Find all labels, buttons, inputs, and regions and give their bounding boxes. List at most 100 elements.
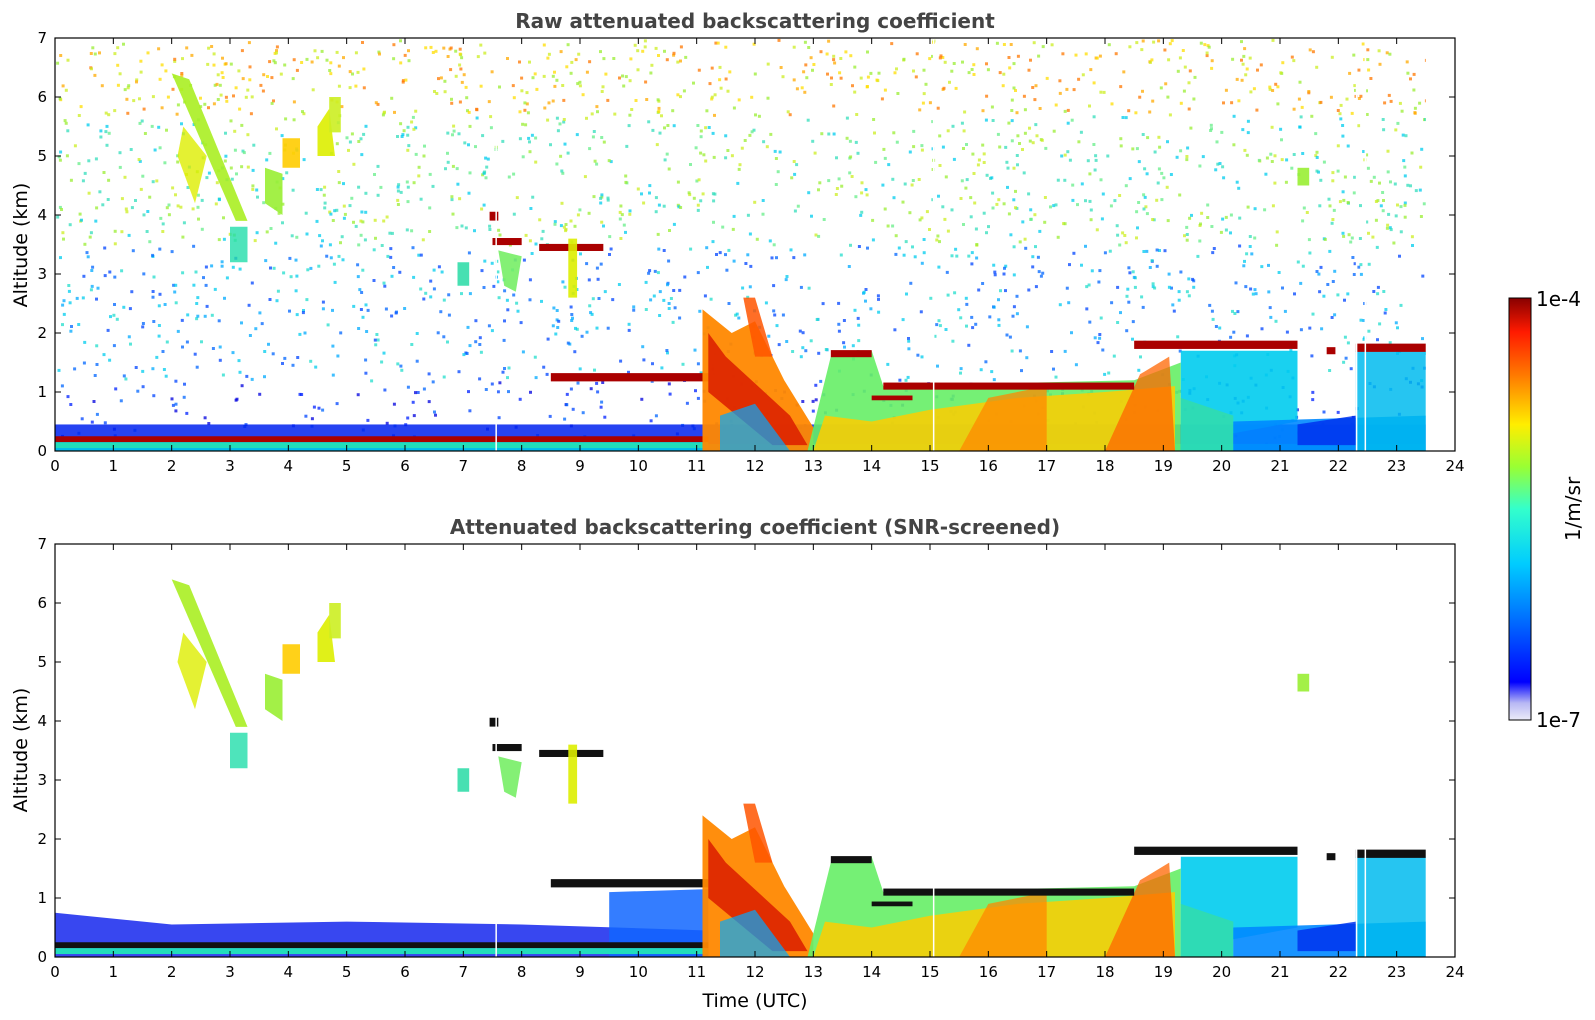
noise-pixel	[522, 258, 526, 262]
noise-pixel	[1403, 174, 1407, 178]
noise-pixel	[1328, 204, 1332, 208]
noise-pixel	[972, 63, 976, 67]
x-tick-label: 12	[745, 963, 764, 981]
noise-pixel	[1018, 142, 1021, 145]
noise-pixel	[60, 384, 64, 388]
x-tick-label: 8	[517, 457, 527, 475]
noise-pixel	[807, 286, 811, 290]
noise-pixel	[565, 65, 569, 69]
noise-pixel	[165, 128, 168, 132]
noise-pixel	[1248, 245, 1252, 248]
noise-pixel	[465, 352, 469, 355]
noise-pixel	[991, 119, 995, 122]
y-tick-label: 0	[37, 442, 47, 460]
noise-pixel	[667, 259, 671, 263]
panel-screened-x-ticks: 0 1 2 3 4 5 6 7 8 9 10 11 12 13 14 15 16 17 18 19 20 21 22 23 24	[50, 544, 1465, 981]
noise-pixel	[1421, 274, 1425, 278]
noise-pixel	[218, 83, 222, 87]
noise-pixel	[1319, 265, 1323, 269]
noise-pixel	[1402, 159, 1406, 163]
noise-pixel	[912, 129, 916, 133]
noise-pixel	[90, 284, 94, 288]
noise-pixel	[1365, 153, 1369, 157]
noise-pixel	[562, 118, 566, 121]
noise-pixel	[506, 308, 510, 312]
noise-pixel	[728, 70, 732, 74]
noise-pixel	[1031, 141, 1035, 145]
noise-pixel	[824, 348, 828, 351]
noise-pixel	[649, 419, 653, 423]
noise-pixel	[230, 177, 234, 181]
x-tick-label: 4	[284, 457, 294, 475]
noise-pixel	[130, 206, 134, 210]
noise-pixel	[446, 131, 450, 135]
noise-pixel	[302, 158, 306, 162]
noise-pixel	[459, 67, 463, 71]
noise-pixel	[792, 45, 796, 49]
noise-pixel	[1232, 114, 1236, 118]
noise-pixel	[67, 289, 71, 293]
noise-pixel	[66, 129, 70, 133]
noise-pixel	[1158, 145, 1162, 149]
noise-pixel	[648, 191, 651, 195]
noise-pixel	[310, 60, 314, 64]
noise-pixel	[937, 265, 941, 269]
noise-pixel	[145, 230, 149, 233]
noise-pixel	[1098, 333, 1102, 336]
noise-pixel	[777, 38, 781, 42]
noise-pixel	[359, 219, 363, 223]
noise-pixel	[1372, 175, 1376, 179]
noise-pixel	[356, 275, 360, 279]
noise-pixel	[1209, 129, 1213, 132]
noise-pixel	[1068, 263, 1071, 267]
noise-pixel	[679, 95, 682, 99]
noise-pixel	[911, 179, 915, 182]
noise-pixel	[809, 339, 813, 343]
noise-pixel	[174, 402, 178, 406]
noise-pixel	[120, 197, 124, 201]
noise-pixel	[460, 56, 464, 60]
noise-pixel	[207, 46, 211, 50]
noise-pixel	[112, 344, 116, 348]
noise-pixel	[682, 89, 686, 93]
noise-pixel	[1100, 217, 1104, 221]
noise-pixel	[157, 125, 161, 129]
noise-pixel	[429, 279, 433, 283]
noise-pixel	[170, 250, 174, 254]
noise-pixel	[295, 68, 299, 72]
x-tick-label: 13	[804, 963, 823, 981]
cloud-feature	[720, 403, 790, 451]
noise-pixel	[696, 203, 700, 207]
noise-pixel	[356, 263, 360, 267]
noise-pixel	[1176, 335, 1180, 339]
noise-pixel	[333, 209, 337, 213]
noise-pixel	[608, 235, 612, 239]
noise-pixel	[654, 210, 658, 214]
noise-pixel	[749, 264, 753, 268]
noise-pixel	[62, 312, 66, 316]
noise-pixel	[1167, 285, 1171, 289]
noise-pixel	[1210, 66, 1214, 70]
noise-pixel	[627, 124, 631, 128]
noise-pixel	[850, 175, 854, 178]
noise-pixel	[997, 318, 1001, 322]
noise-pixel	[303, 331, 307, 335]
noise-pixel	[1119, 137, 1123, 141]
noise-pixel	[77, 323, 81, 326]
noise-pixel	[475, 116, 479, 120]
noise-pixel	[224, 131, 227, 135]
noise-pixel	[1163, 48, 1167, 52]
noise-pixel	[1198, 164, 1202, 168]
noise-pixel	[331, 344, 335, 348]
noise-pixel	[628, 212, 632, 216]
noise-pixel	[1254, 292, 1258, 296]
noise-pixel	[57, 155, 61, 159]
noise-pixel	[1366, 166, 1370, 170]
noise-pixel	[1413, 106, 1417, 110]
noise-pixel	[480, 269, 484, 273]
noise-pixel	[573, 350, 577, 354]
noise-pixel	[1208, 303, 1212, 307]
noise-pixel	[1389, 180, 1392, 184]
noise-pixel	[319, 244, 323, 248]
data-gap	[1355, 544, 1358, 957]
